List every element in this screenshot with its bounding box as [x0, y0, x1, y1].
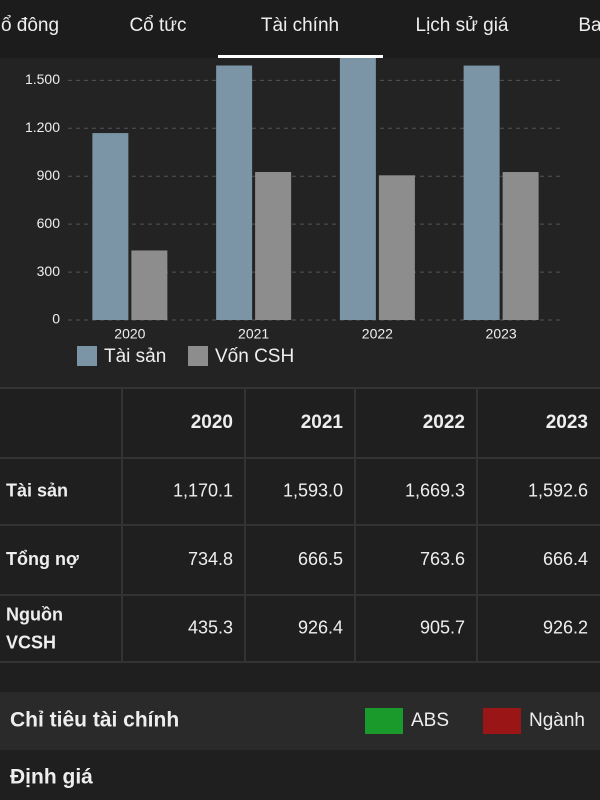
- bar: [255, 172, 292, 320]
- bar: [92, 133, 129, 320]
- legend-swatch: [77, 346, 97, 366]
- x-tick-label: 2022: [362, 326, 393, 342]
- row-label: Tài sản: [6, 480, 68, 500]
- cell: 1,592.6: [528, 480, 588, 500]
- y-tick-label: 300: [37, 263, 61, 279]
- cell: 926.4: [298, 617, 343, 637]
- y-tick-label: 1.500: [25, 71, 60, 87]
- column-header: 2023: [546, 412, 588, 433]
- cell: 666.5: [298, 549, 343, 569]
- y-tick-label: 900: [37, 167, 61, 183]
- cell: 926.2: [543, 617, 588, 637]
- column-header: 2021: [301, 412, 344, 433]
- tab[interactable]: Ba: [578, 15, 600, 36]
- row-label: Nguồn VCSH: [6, 604, 68, 652]
- plot: [92, 58, 539, 320]
- column-header: 2022: [423, 412, 465, 433]
- tab-bar: [0, 0, 600, 58]
- legend-swatch: [483, 708, 521, 734]
- tab-indicator: [218, 55, 383, 58]
- x-tick-label: 2021: [238, 326, 269, 342]
- tab[interactable]: ổ đông: [1, 15, 59, 36]
- x-tick-label: 2020: [114, 326, 145, 342]
- cell: 1,593.0: [283, 480, 343, 500]
- footer-title: Định giá: [10, 766, 93, 789]
- legend-swatch: [365, 708, 403, 734]
- y-tick-label: 0: [52, 311, 60, 327]
- cell: 435.3: [188, 617, 233, 637]
- y-tick-label: 1.200: [25, 119, 60, 135]
- row-label: Tổng nợ: [6, 549, 79, 569]
- cell: 1,669.3: [405, 480, 465, 500]
- section-title: Chỉ tiêu tài chính: [10, 709, 179, 732]
- tab[interactable]: Lịch sử giá: [416, 15, 509, 36]
- legend-swatch: [188, 346, 208, 366]
- bar: [216, 65, 253, 320]
- bar: [502, 172, 539, 320]
- legend-label: Vốn CSH: [215, 346, 294, 367]
- bar: [463, 65, 500, 320]
- tab[interactable]: Cổ tức: [129, 15, 186, 36]
- cell: 1,170.1: [173, 480, 233, 500]
- bar: [378, 175, 415, 320]
- legend-label: Tài sản: [104, 346, 166, 367]
- cell: 905.7: [420, 617, 465, 637]
- tab[interactable]: Tài chính: [261, 15, 339, 36]
- column-header: 2020: [191, 412, 233, 433]
- bar: [339, 58, 376, 320]
- legend-label: Ngành: [529, 710, 585, 731]
- cell: 734.8: [188, 549, 233, 569]
- bar: [131, 250, 168, 320]
- cell: 666.4: [543, 549, 588, 569]
- cell: 763.6: [420, 549, 465, 569]
- y-tick-label: 600: [37, 215, 61, 231]
- legend-label: ABS: [411, 710, 449, 731]
- x-tick-label: 2023: [486, 326, 517, 342]
